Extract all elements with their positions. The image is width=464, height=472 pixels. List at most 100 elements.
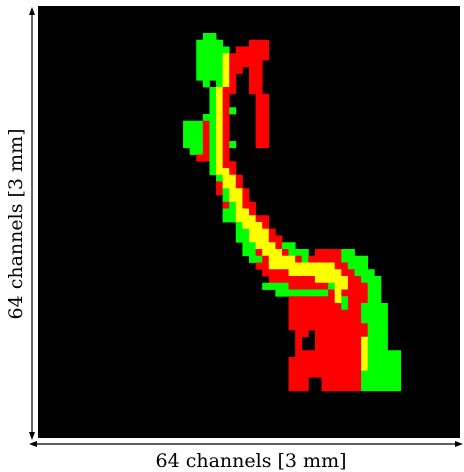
red-cell [361, 330, 369, 338]
yellow-cell [229, 188, 237, 196]
red-cell [202, 127, 210, 135]
red-cell [275, 235, 283, 243]
red-cell [262, 269, 270, 277]
green-cell [301, 289, 309, 297]
yellow-cell [249, 222, 256, 230]
yellow-cell [216, 114, 224, 122]
red-cell [321, 330, 329, 338]
red-cell [301, 282, 309, 290]
green-cell [361, 370, 369, 378]
yellow-cell [334, 269, 342, 277]
yellow-cell [229, 174, 237, 182]
red-cell [314, 316, 322, 324]
red-cell [242, 46, 250, 54]
red-cell [334, 363, 342, 371]
red-cell [235, 53, 243, 61]
yellow-cell [216, 147, 224, 155]
red-cell [255, 60, 263, 68]
red-cell [275, 276, 283, 284]
green-cell [367, 357, 375, 365]
red-cell [235, 174, 243, 182]
red-cell [321, 384, 329, 392]
green-cell [387, 357, 395, 365]
red-cell [328, 255, 336, 263]
yellow-cell [235, 208, 243, 216]
green-cell [281, 242, 289, 250]
red-cell [341, 343, 349, 351]
green-cell [229, 107, 237, 115]
green-cell [196, 147, 204, 155]
yellow-cell [268, 262, 276, 270]
green-cell [222, 208, 230, 216]
red-cell [347, 296, 355, 304]
red-cell [328, 303, 336, 311]
red-cell [321, 296, 329, 304]
red-cell [196, 154, 204, 162]
yellow-cell [262, 249, 270, 257]
red-cell [334, 377, 342, 385]
yellow-cell [235, 215, 243, 223]
yellow-cell [328, 276, 336, 284]
green-cell [216, 80, 224, 88]
green-cell [394, 370, 402, 378]
red-cell [321, 357, 329, 365]
red-cell [334, 330, 342, 338]
red-cell [242, 53, 250, 61]
green-cell [301, 255, 309, 263]
green-cell [367, 363, 375, 371]
red-cell [347, 323, 355, 331]
red-cell [328, 309, 336, 317]
yellow-cell [301, 269, 309, 277]
red-cell [328, 384, 336, 392]
red-cell [249, 201, 256, 209]
red-cell [288, 282, 296, 290]
yellow-cell [308, 262, 316, 270]
yellow-cell [249, 215, 256, 223]
red-cell [229, 87, 237, 95]
green-cell [367, 323, 375, 331]
red-cell [222, 100, 230, 108]
green-cell [209, 53, 217, 61]
red-cell [262, 141, 270, 149]
green-cell [341, 249, 349, 257]
green-cell [209, 114, 217, 122]
yellow-cell [216, 154, 224, 162]
red-cell [341, 309, 349, 317]
red-cell [301, 357, 309, 365]
red-cell [288, 384, 296, 392]
green-cell [374, 296, 382, 304]
green-cell [361, 255, 369, 263]
red-cell [255, 120, 263, 128]
yellow-cell [216, 100, 224, 108]
red-cell [361, 323, 369, 331]
red-cell [328, 289, 336, 297]
red-cell [321, 377, 329, 385]
x-axis-label: 64 channels [3 mm] [156, 450, 347, 472]
red-cell [328, 370, 336, 378]
red-cell [314, 296, 322, 304]
red-cell [222, 93, 230, 101]
red-cell [314, 336, 322, 344]
green-cell [380, 323, 388, 331]
red-cell [321, 323, 329, 331]
yellow-cell [281, 255, 289, 263]
red-cell [354, 363, 362, 371]
green-cell [189, 134, 197, 142]
red-cell [255, 134, 263, 142]
red-cell [288, 370, 296, 378]
green-cell [196, 53, 204, 61]
red-cell [268, 276, 276, 284]
red-cell [255, 107, 263, 115]
green-cell [361, 309, 369, 317]
green-cell [361, 262, 369, 270]
red-cell [268, 228, 276, 236]
green-cell [380, 330, 388, 338]
red-cell [308, 296, 316, 304]
green-cell [235, 235, 243, 243]
green-cell [209, 161, 217, 169]
red-cell [295, 370, 303, 378]
red-cell [235, 46, 243, 54]
green-cell [229, 141, 237, 149]
green-cell [341, 296, 349, 304]
red-cell [262, 93, 270, 101]
